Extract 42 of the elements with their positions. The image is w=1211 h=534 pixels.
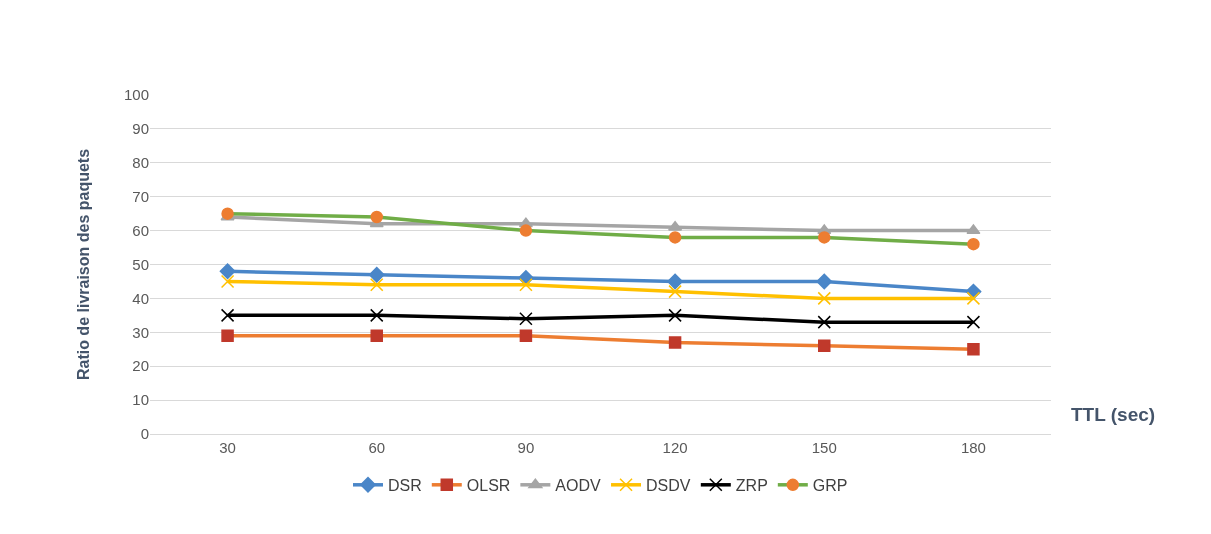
legend-label: DSR <box>388 477 422 495</box>
point <box>219 263 236 280</box>
point <box>966 291 981 306</box>
point <box>369 308 384 323</box>
point <box>667 273 683 290</box>
x-tick-label: 30 <box>219 439 236 456</box>
y-tick-label: 80 <box>132 154 149 172</box>
y-axis-title: Ratio de livraison des paquets <box>74 148 92 381</box>
y-tick-label: 70 <box>132 187 149 205</box>
y-tick-label: 40 <box>132 289 149 307</box>
point <box>817 291 832 306</box>
point <box>816 273 833 290</box>
y-tick-label: 10 <box>132 391 149 409</box>
point <box>369 278 384 292</box>
x-axis-title: TTL (sec) <box>1071 404 1156 425</box>
x-tick-label: 60 <box>368 439 386 456</box>
point <box>966 224 981 235</box>
y-tick-label: 60 <box>132 221 149 239</box>
point <box>519 311 533 326</box>
y-tick-label: 30 <box>132 323 149 341</box>
point <box>519 278 533 292</box>
legend-label: OLSR <box>466 477 511 495</box>
y-tick-label: 90 <box>132 120 149 138</box>
point <box>668 284 682 299</box>
x-tick-label: 150 <box>811 439 837 456</box>
y-tick-label: 100 <box>123 86 149 104</box>
x-tick-label: 90 <box>517 439 535 456</box>
y-tick-label: 50 <box>132 255 149 273</box>
point <box>817 315 832 329</box>
legend-label: DSDV <box>646 477 691 495</box>
x-tick-label: 180 <box>960 439 986 456</box>
point <box>220 274 235 289</box>
legend-label: AODV <box>555 477 602 495</box>
x-tick-label: 120 <box>662 439 688 456</box>
legend-label: GRP <box>812 477 848 495</box>
y-tick-label: 20 <box>132 357 149 375</box>
point <box>668 308 682 323</box>
y-tick-label: 0 <box>140 425 149 443</box>
point <box>220 308 235 323</box>
legend-label: ZRP <box>735 477 768 495</box>
point <box>368 266 385 283</box>
point <box>966 315 981 329</box>
